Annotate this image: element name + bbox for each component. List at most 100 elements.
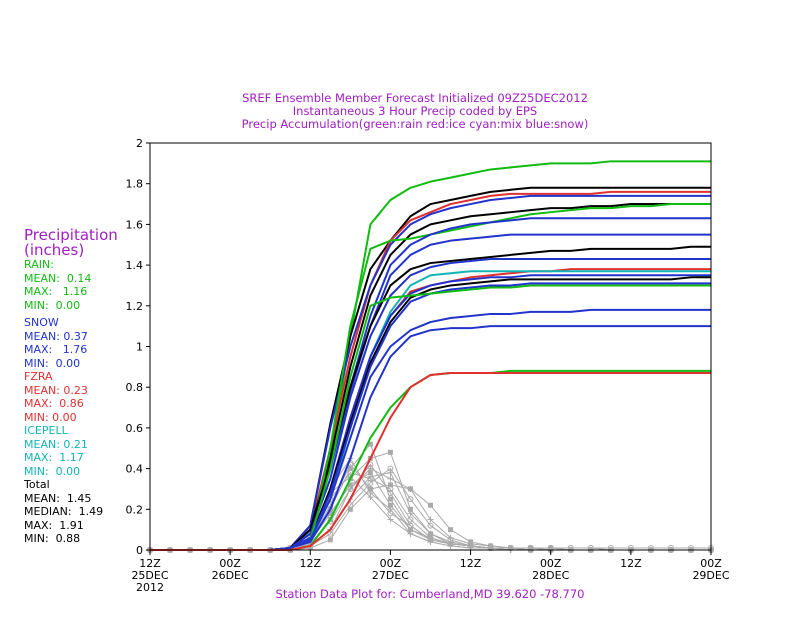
- accumulation-series-rain: [150, 203, 711, 551]
- instantaneous-point: [427, 530, 434, 537]
- instantaneous-point: [347, 485, 354, 492]
- y-axis: 0 0.2 0.4 0.6 0.8 1 1.2 1.4 1.6 1.8 2: [126, 137, 150, 557]
- y-tick-label: 1.8: [126, 178, 144, 191]
- snow-min: MIN: 0.00: [24, 356, 81, 370]
- instantaneous-point: [447, 538, 454, 545]
- instantaneous-point: [347, 466, 353, 472]
- instantaneous-point: [367, 486, 373, 492]
- instantaneous-point: [407, 506, 413, 512]
- accumulation-series-rain: [150, 284, 711, 551]
- x-tick-label: 12Z: [300, 557, 322, 570]
- total-median: MEDIAN: 1.49: [24, 505, 104, 518]
- chart-title-line-2: Instantaneous 3 Hour Precip coded by EPS: [292, 104, 538, 118]
- instantaneous-point: [428, 502, 433, 508]
- station-footer: Station Data Plot for: Cumberland,MD 39.…: [275, 587, 585, 601]
- accumulation-layer: [150, 160, 711, 551]
- x-tick-label: 12Z: [620, 557, 642, 570]
- y-tick-label: 1.2: [126, 300, 144, 313]
- accumulation-series-total: [150, 186, 711, 551]
- x-tick-label: 00Z: [380, 557, 402, 570]
- fzra-max: MAX: 0.86: [24, 397, 84, 410]
- total-mean: MEAN: 1.45: [24, 491, 92, 505]
- total-min: MIN: 0.88: [24, 532, 81, 545]
- instantaneous-point: [327, 510, 333, 516]
- instantaneous-point: [387, 510, 394, 517]
- instantaneous-point: [387, 502, 393, 508]
- chart-title-line-3: Precip Accumulation(green:rain red:ice c…: [241, 117, 589, 131]
- rain-mean: MEAN: 0.14: [24, 271, 92, 285]
- accumulation-series-total: [150, 276, 711, 551]
- instantaneous-point: [387, 449, 393, 455]
- instantaneous-point: [468, 539, 474, 545]
- chart-title-line-1: SREF Ensemble Member Forecast Initialize…: [242, 91, 588, 105]
- fzra-mean: MEAN: 0.23: [24, 383, 88, 397]
- rain-max: MAX: 1.16: [24, 285, 88, 298]
- x-tick-label: 26DEC: [212, 569, 249, 582]
- x-tick-label: 00Z: [540, 557, 562, 570]
- total-label: Total: [24, 478, 50, 491]
- precip-legend: Precipitation (inches) RAIN: MEAN: 0.14 …: [24, 228, 118, 546]
- y-tick-label: 0: [136, 544, 143, 557]
- y-tick-label: 2: [136, 137, 143, 150]
- instantaneous-point: [367, 494, 374, 501]
- instantaneous-point: [467, 542, 474, 549]
- instantaneous-point: [407, 522, 414, 529]
- fzra-label: FZRA: [24, 370, 53, 383]
- instantaneous-point: [387, 516, 394, 523]
- instantaneous-point: [448, 527, 454, 533]
- instantaneous-point: [367, 470, 373, 476]
- instantaneous-point: [387, 469, 394, 476]
- instantaneous-precip-layer: [147, 441, 714, 553]
- instantaneous-point: [387, 475, 394, 482]
- y-tick-label: 0.8: [126, 381, 144, 394]
- fzra-min: MIN: 0.00: [24, 410, 77, 424]
- instantaneous-point: [367, 441, 373, 447]
- instantaneous-point: [407, 486, 413, 492]
- accumulation-series-snow: [150, 325, 711, 551]
- accumulation-series-snow: [150, 233, 711, 551]
- legend-title: Precipitation: [24, 226, 118, 244]
- x-tick-label: 00Z: [700, 557, 722, 570]
- instantaneous-point: [407, 516, 414, 523]
- instantaneous-point: [347, 506, 353, 512]
- legend-subtitle: (inches): [24, 241, 85, 259]
- x-tick-label: 27DEC: [372, 569, 409, 582]
- total-max: MAX: 1.91: [24, 518, 84, 532]
- instantaneous-point: [407, 527, 413, 533]
- x-tick-label: 12Z: [460, 557, 482, 570]
- y-tick-label: 0.6: [126, 422, 144, 435]
- icepell-max: MAX: 1.17: [24, 451, 84, 464]
- y-tick-label: 1: [136, 341, 143, 354]
- accumulation-series-snow: [150, 282, 711, 551]
- snow-max: MAX: 1.76: [24, 343, 88, 356]
- y-tick-label: 1.4: [126, 259, 144, 272]
- y-tick-label: 0.4: [126, 463, 144, 476]
- instantaneous-point: [407, 510, 414, 517]
- instantaneous-point: [407, 530, 414, 537]
- instantaneous-point: [427, 516, 434, 523]
- instantaneous-point: [387, 482, 393, 488]
- accumulation-series-rain: [150, 160, 711, 551]
- accumulation-series-snow: [150, 308, 711, 551]
- instantaneous-point: [407, 496, 414, 503]
- y-tick-label: 1.6: [126, 218, 144, 231]
- instantaneous-point: [367, 479, 374, 486]
- instantaneous-point: [427, 536, 434, 543]
- x-tick-label: 28DEC: [532, 569, 569, 582]
- rain-label: RAIN:: [24, 258, 54, 271]
- snow-mean: MEAN: 0.37: [24, 329, 88, 343]
- instantaneous-point: [367, 473, 374, 480]
- x-tick-label: 2012: [136, 581, 164, 594]
- x-tick-label: 12Z: [139, 557, 161, 570]
- rain-min: MIN: 0.00: [24, 298, 81, 312]
- snow-label: SNOW: [24, 316, 59, 329]
- accumulation-series-snow: [150, 274, 711, 551]
- instantaneous-point: [387, 496, 393, 502]
- instantaneous-point: [327, 537, 333, 543]
- y-tick-label: 0.2: [126, 503, 144, 516]
- icepell-label: ICEPELL: [24, 424, 68, 437]
- accumulation-series-icepell: [150, 270, 711, 551]
- icepell-min: MIN: 0.00: [24, 464, 81, 478]
